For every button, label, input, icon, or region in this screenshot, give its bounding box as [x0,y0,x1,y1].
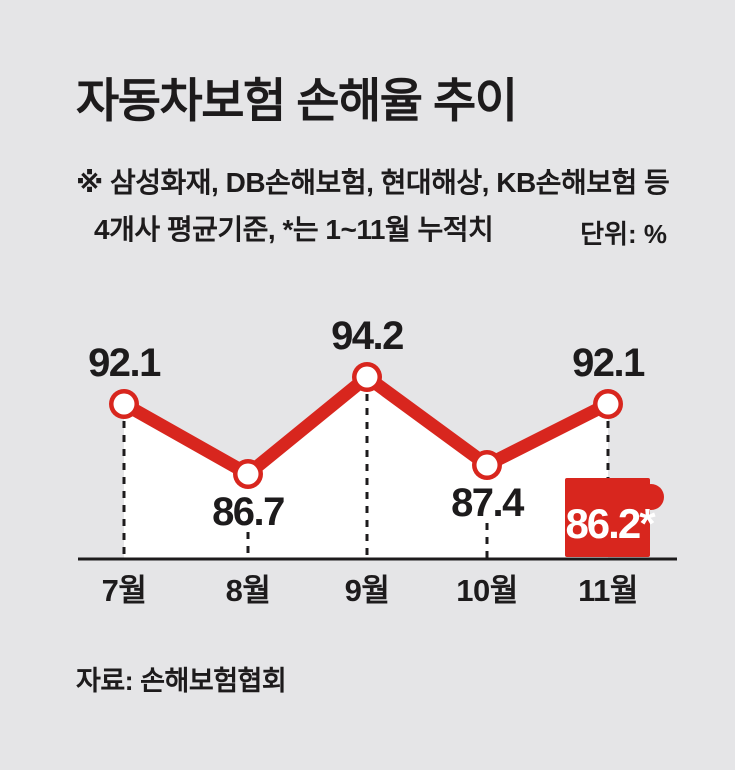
month-label: 11월 [578,573,638,608]
point-value-label: 94.2 [331,314,403,358]
chart-title: 자동차보험 손해율 추이 [76,74,518,127]
data-point-marker [113,393,135,415]
month-label: 10월 [456,573,518,608]
month-label: 9월 [345,573,390,608]
badge-asterisk-bump [638,484,664,510]
point-value-label: 86.7 [212,490,284,534]
note-line-1: ※ 삼성화재, DB손해보험, 현대해상, KB손해보험 등 [76,167,670,198]
note-line-2: 4개사 평균기준, *는 1~11월 누적치 [94,214,494,245]
data-point-marker [476,454,498,476]
point-value-label: 92.1 [572,341,645,385]
data-point-marker [356,366,378,388]
month-label: 8월 [226,573,271,608]
data-point-marker [597,393,619,415]
unit-label: 단위: % [580,219,667,249]
month-label: 7월 [102,573,147,608]
cumulative-value-label: 86.2* [565,500,656,547]
source-label: 자료: 손해보험협회 [76,666,287,696]
point-value-label: 87.4 [451,481,525,525]
cumulative-badge [565,478,650,557]
point-value-label: 92.1 [88,341,161,385]
data-point-marker [237,463,259,485]
